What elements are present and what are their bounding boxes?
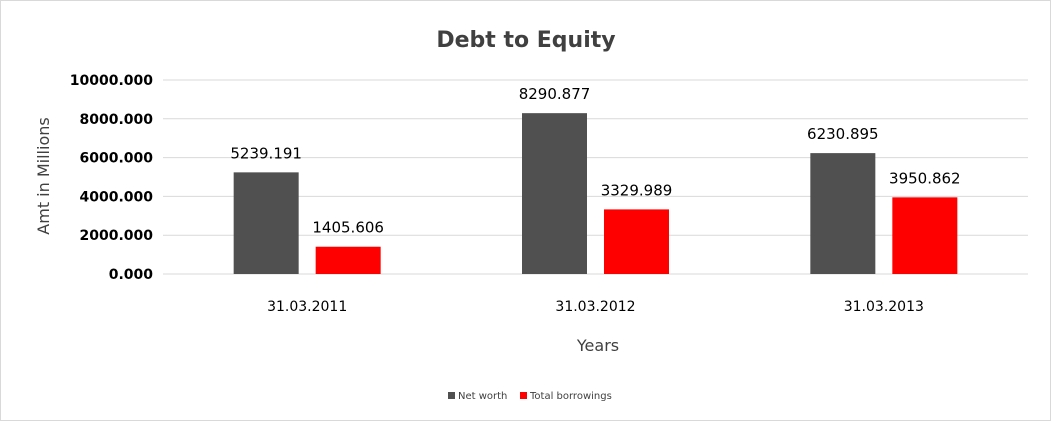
y-tick-label: 0.000	[109, 267, 154, 283]
x-tick-label: 31.03.2011	[267, 299, 347, 315]
legend: Net worth Total borrowings	[448, 391, 612, 402]
data-label: 3950.862	[889, 169, 961, 187]
legend-label: Total borrowings	[529, 391, 612, 402]
y-tick-label: 2000.000	[79, 228, 153, 244]
bar-total-borrowings	[892, 197, 958, 274]
x-tick-label: 31.03.2013	[844, 299, 924, 315]
data-label: 5239.191	[230, 144, 302, 162]
y-tick-label: 10000.000	[70, 73, 154, 89]
y-tick-label: 4000.000	[79, 189, 153, 205]
gridlines	[163, 79, 1028, 275]
legend-swatch	[448, 392, 455, 399]
x-axis-ticks: 31.03.2011 31.03.2012 31.03.2013	[267, 299, 924, 315]
data-labels: 5239.191 1405.606 8290.877 3329.989 6230.895…	[230, 85, 960, 237]
data-label: 3329.989	[601, 181, 673, 199]
bar-net-worth	[522, 113, 587, 274]
chart-title: Debt to Equity	[436, 28, 615, 53]
data-label: 6230.895	[807, 125, 879, 143]
bars	[233, 113, 958, 274]
bar-net-worth	[233, 172, 299, 274]
bar-total-borrowings	[604, 209, 669, 274]
x-axis-title: Years	[576, 336, 619, 355]
bar-total-borrowings	[315, 246, 381, 274]
data-label: 1405.606	[312, 219, 384, 237]
y-tick-label: 6000.000	[79, 151, 153, 167]
bar-net-worth	[810, 153, 876, 274]
y-axis-title: Amt in Millions	[34, 117, 53, 234]
legend-swatch	[520, 392, 527, 399]
data-label: 8290.877	[519, 85, 591, 103]
legend-label: Net worth	[458, 391, 507, 402]
x-tick-label: 31.03.2012	[555, 299, 635, 315]
y-tick-label: 8000.000	[79, 112, 153, 128]
y-axis-ticks: 0.000 2000.000 4000.000 6000.000 8000.000 100…	[70, 73, 154, 283]
